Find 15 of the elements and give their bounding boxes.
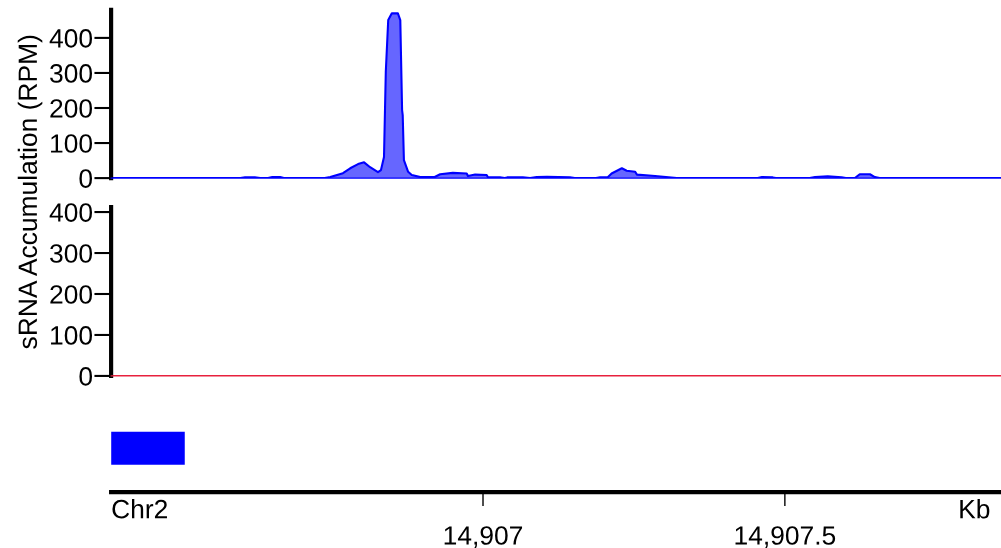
y-tick-label: 0 <box>79 367 93 386</box>
y-tick-label: 200 <box>50 285 93 304</box>
y-tick-label: 300 <box>50 64 93 83</box>
y-tick-label: 200 <box>50 99 93 118</box>
y-tick-label: 100 <box>51 134 93 153</box>
x-axis-title: Kb <box>960 499 990 519</box>
y-axis-title: sRNA Accumulation (RPM) <box>17 35 43 349</box>
y-tick-label: 0 <box>79 169 93 188</box>
y-tick-label: 400 <box>49 203 93 222</box>
y-tick-label: 400 <box>49 29 93 48</box>
text: Chr2 <box>112 499 167 519</box>
x-tick-label: 14,907.5 <box>735 526 836 548</box>
y-tick-label: 100 <box>51 326 93 345</box>
x-tick-label: 14,907 <box>444 526 523 548</box>
y-tick-label: 300 <box>50 244 93 263</box>
